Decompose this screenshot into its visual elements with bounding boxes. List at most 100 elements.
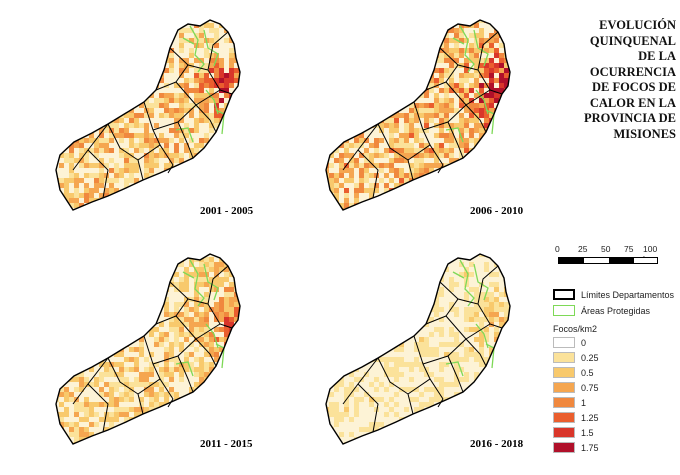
legend-class: 1.5 [553, 427, 594, 438]
department-boundary [447, 104, 487, 133]
department-boundary [152, 121, 194, 159]
legend-swatch [553, 442, 575, 453]
map-panel [48, 10, 278, 240]
protected-area [475, 323, 489, 349]
title-line: PROVINCIA DE [583, 111, 676, 125]
department-boundary [377, 357, 414, 415]
department-boundary [177, 338, 217, 367]
title-line: MISIONES [613, 126, 676, 141]
province-map [325, 253, 511, 445]
department-boundary [342, 357, 379, 405]
protected-area [182, 37, 195, 45]
department-boundary [207, 31, 229, 71]
legend-class-label: 1.75 [581, 442, 599, 453]
protected-area [203, 263, 219, 301]
legend-swatch [553, 427, 575, 438]
legend-class-label: 0.75 [581, 382, 599, 393]
title-line: DE FOCOS DE [591, 80, 676, 94]
period-label: 2011 - 2015 [200, 438, 253, 450]
legend-swatch [553, 397, 575, 408]
scale-tick: 25 [578, 244, 588, 254]
department-boundary [422, 121, 464, 159]
department-boundary [87, 383, 109, 433]
map-panel [318, 244, 548, 474]
scale-tick: 50 [601, 244, 611, 254]
protected-area [445, 127, 464, 143]
legend-class-label: 1 [581, 397, 587, 408]
legend-swatch [553, 337, 575, 348]
protected-area [452, 271, 465, 279]
department-boundary [207, 265, 229, 305]
protected-area [205, 89, 219, 115]
department-boundary [107, 357, 144, 415]
department-boundary [342, 123, 379, 171]
boundary-swatch [553, 289, 575, 300]
department-boundary [465, 323, 491, 340]
protected-area [473, 29, 489, 67]
legend-class-label: 1.5 [581, 427, 594, 438]
department-boundary [177, 104, 217, 133]
province-outline [325, 19, 511, 211]
title-line: QUINQUENAL [589, 33, 676, 48]
department-boundary [195, 323, 221, 340]
protected-area [175, 127, 194, 143]
department-boundary [465, 89, 491, 106]
department-boundary [377, 123, 414, 181]
province-outline [55, 253, 241, 445]
protected-area [452, 37, 465, 45]
legend-swatch [553, 412, 575, 423]
department-boundary [87, 149, 109, 199]
title-line: EVOLUCIÓN [599, 18, 676, 32]
legend-swatch [553, 382, 575, 393]
legend-swatch [553, 367, 575, 378]
department-boundary [357, 383, 379, 433]
legend-protected: Áreas Protegidas [553, 305, 650, 316]
protected-swatch [553, 305, 575, 316]
province-outline [55, 19, 241, 211]
legend-protected-label: Áreas Protegidas [581, 305, 651, 316]
department-boundary [447, 338, 487, 367]
protected-area [175, 361, 194, 377]
period-label: 2006 - 2010 [470, 205, 524, 217]
province-map [325, 19, 511, 211]
legend-class: 0 [553, 337, 586, 348]
legend-boundary: Límites Departamentos [553, 289, 674, 300]
protected-area [203, 29, 219, 67]
legend-boundary-label: Límites Departamentos [581, 289, 675, 300]
scale-bar [558, 257, 658, 264]
protected-area [205, 323, 219, 349]
legend-class: 0.5 [553, 367, 594, 378]
protected-area [459, 25, 475, 73]
map-title: EVOLUCIÓN QUINQUENAL DE LA OCURRENCIA DE FOC… [548, 18, 676, 142]
department-boundary [357, 149, 379, 199]
map-panel [318, 10, 548, 240]
province-map [55, 19, 241, 211]
period-label: 2001 - 2005 [200, 205, 254, 217]
department-boundary [422, 355, 464, 393]
protected-area [189, 25, 205, 73]
department-boundary [169, 47, 189, 66]
province-map [55, 253, 241, 445]
period-label: 2016 - 2018 [470, 438, 524, 450]
legend-class: 0.25 [553, 352, 599, 363]
department-boundary [72, 357, 109, 405]
legend-class: 0.75 [553, 382, 599, 393]
department-boundary [477, 31, 499, 71]
legend-class-label: 0.25 [581, 352, 599, 363]
protected-area [445, 361, 464, 377]
legend-class-label: 1.25 [581, 412, 599, 423]
department-boundary [72, 123, 109, 171]
title-line: OCURRENCIA [589, 64, 676, 79]
department-boundary [169, 281, 189, 300]
legend-class: 1 [553, 397, 586, 408]
legend-swatch [553, 352, 575, 363]
department-boundary [152, 355, 194, 393]
title-line: CALOR EN LA [589, 95, 676, 110]
department-boundary [439, 281, 459, 300]
department-boundary [477, 265, 499, 305]
legend-class: 1.25 [553, 412, 599, 423]
legend-class-label: 0 [581, 337, 587, 348]
legend-class-label: 0.5 [581, 367, 594, 378]
scale-tick: 0 [555, 244, 560, 254]
department-boundary [107, 123, 144, 181]
